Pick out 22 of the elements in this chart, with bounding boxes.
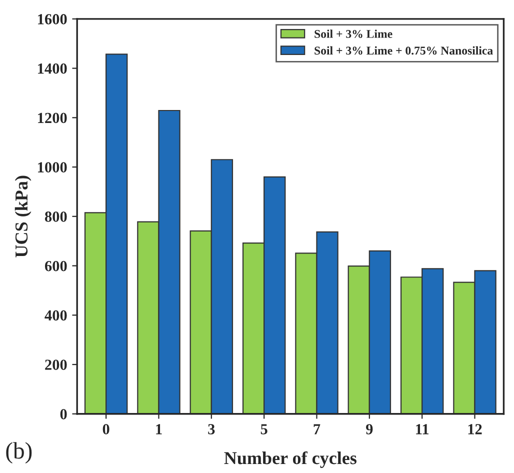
- x-tick-label: 3: [208, 424, 215, 434]
- legend-label: Soil + 3% Lime: [314, 30, 392, 38]
- y-tick-label: 0: [60, 409, 67, 420]
- x-axis-title: Number of cycles: [224, 451, 356, 468]
- y-axis-title: UCS (kPa): [14, 176, 32, 258]
- y-tick-label: 200: [45, 360, 67, 370]
- x-tick-label: 0: [102, 424, 110, 434]
- x-tick-label: 5: [260, 424, 268, 434]
- x-tick-label: 12: [468, 424, 482, 434]
- y-tick-label: 1000: [38, 162, 67, 172]
- y-tick-label: 1200: [38, 112, 67, 124]
- x-tick-label: 9: [366, 424, 373, 434]
- text: (b): [6, 442, 32, 464]
- y-tick-label: 400: [44, 310, 67, 321]
- x-tick-label: 1: [156, 424, 162, 434]
- y-tick-label: 800: [44, 212, 67, 222]
- y-tick-label: 600: [44, 260, 67, 272]
- x-tick-label: 11: [416, 424, 429, 434]
- y-tick-label: 1400: [38, 63, 67, 74]
- legend-label: Soil + 3% Lime + 0.75% Nanosilica: [314, 46, 493, 55]
- x-tick-label: 7: [314, 424, 320, 434]
- y-tick-label: 1600: [38, 14, 67, 24]
